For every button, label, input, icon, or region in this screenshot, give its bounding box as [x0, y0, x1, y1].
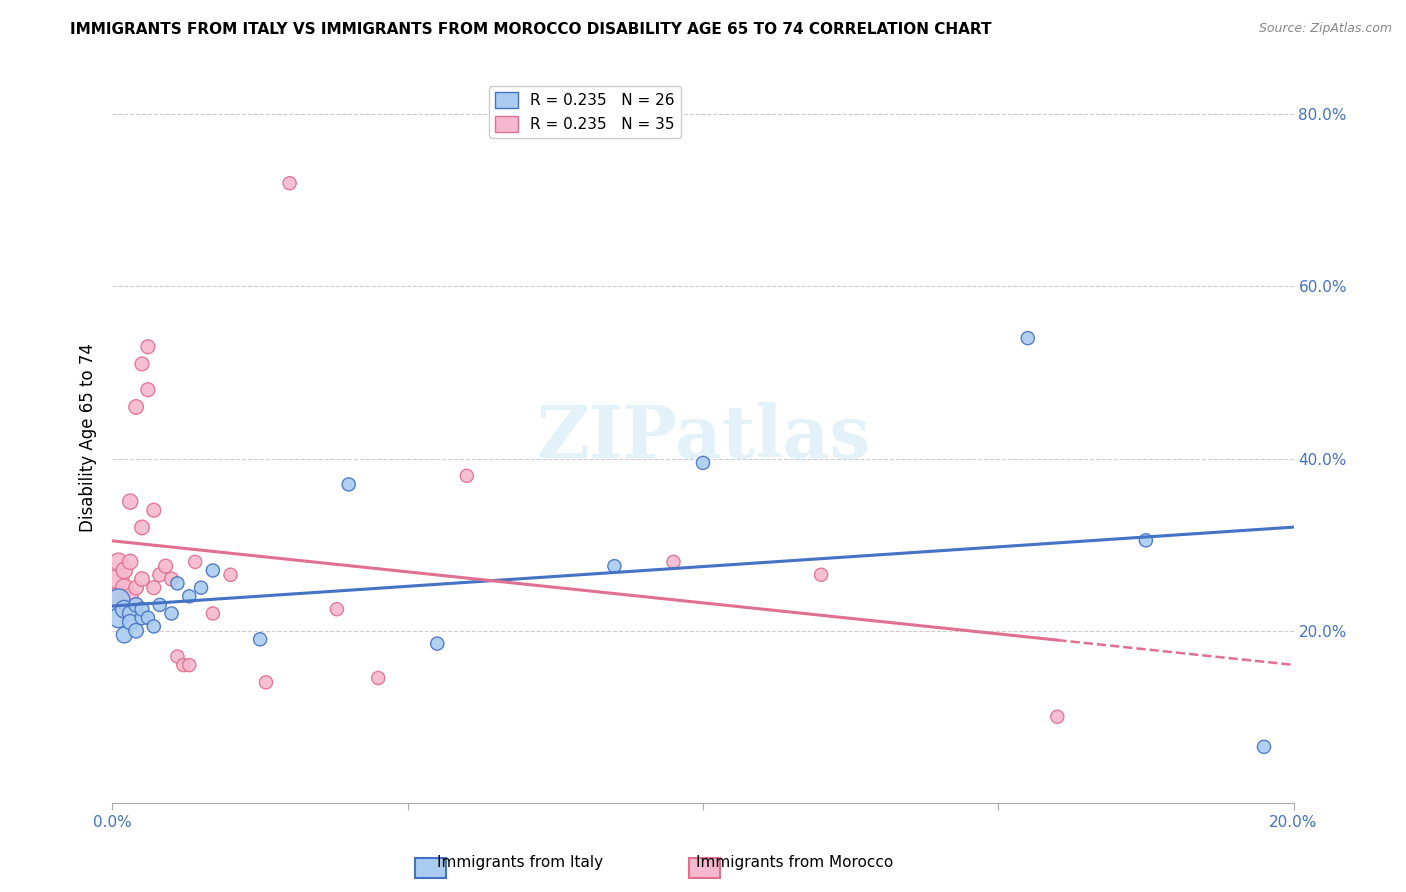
Text: IMMIGRANTS FROM ITALY VS IMMIGRANTS FROM MOROCCO DISABILITY AGE 65 TO 74 CORRELA: IMMIGRANTS FROM ITALY VS IMMIGRANTS FROM… — [70, 22, 991, 37]
Point — [120, 494, 142, 508]
Point — [692, 456, 714, 470]
Point — [278, 176, 301, 190]
Point — [120, 555, 142, 569]
Point — [131, 572, 153, 586]
Point — [112, 564, 135, 578]
Point — [1046, 710, 1069, 724]
Y-axis label: Disability Age 65 to 74: Disability Age 65 to 74 — [79, 343, 97, 532]
Point — [426, 637, 449, 651]
Point — [107, 589, 129, 603]
Point — [184, 555, 207, 569]
Point — [1253, 739, 1275, 754]
Point — [112, 628, 135, 642]
Legend: R = 0.235   N = 26, R = 0.235   N = 35: R = 0.235 N = 26, R = 0.235 N = 35 — [489, 87, 681, 138]
Point — [142, 503, 165, 517]
Point — [107, 572, 129, 586]
Point — [160, 607, 183, 621]
Point — [136, 611, 159, 625]
Point — [166, 649, 188, 664]
Point — [1135, 533, 1157, 548]
Point — [107, 611, 129, 625]
Text: Source: ZipAtlas.com: Source: ZipAtlas.com — [1258, 22, 1392, 36]
Point — [456, 468, 478, 483]
Point — [337, 477, 360, 491]
Text: Immigrants from Morocco: Immigrants from Morocco — [696, 855, 893, 870]
Point — [149, 598, 172, 612]
Text: ZIPatlas: ZIPatlas — [536, 401, 870, 473]
Point — [172, 658, 194, 673]
Text: Immigrants from Italy: Immigrants from Italy — [437, 855, 603, 870]
Point — [254, 675, 277, 690]
Point — [107, 593, 129, 607]
Point — [136, 340, 159, 354]
Point — [131, 357, 153, 371]
Point — [219, 567, 242, 582]
Point — [131, 611, 153, 625]
Point — [149, 567, 172, 582]
Point — [125, 598, 148, 612]
Point — [166, 576, 188, 591]
Point — [136, 383, 159, 397]
Point — [131, 602, 153, 616]
Point — [120, 607, 142, 621]
Point — [125, 400, 148, 414]
Point — [120, 615, 142, 629]
Point — [603, 559, 626, 574]
Point — [112, 581, 135, 595]
Point — [107, 555, 129, 569]
Point — [112, 598, 135, 612]
Point — [179, 658, 201, 673]
Point — [160, 572, 183, 586]
Point — [367, 671, 389, 685]
Point — [155, 559, 177, 574]
Point — [201, 564, 224, 578]
Point — [112, 602, 135, 616]
Point — [249, 632, 271, 647]
Point — [190, 581, 212, 595]
Point — [131, 520, 153, 534]
Point — [142, 581, 165, 595]
Point — [662, 555, 685, 569]
Point — [201, 607, 224, 621]
Point — [120, 589, 142, 603]
Point — [125, 624, 148, 638]
Point — [1017, 331, 1039, 345]
Point — [179, 589, 201, 603]
Point — [142, 619, 165, 633]
Point — [125, 581, 148, 595]
Point — [810, 567, 832, 582]
Point — [326, 602, 349, 616]
